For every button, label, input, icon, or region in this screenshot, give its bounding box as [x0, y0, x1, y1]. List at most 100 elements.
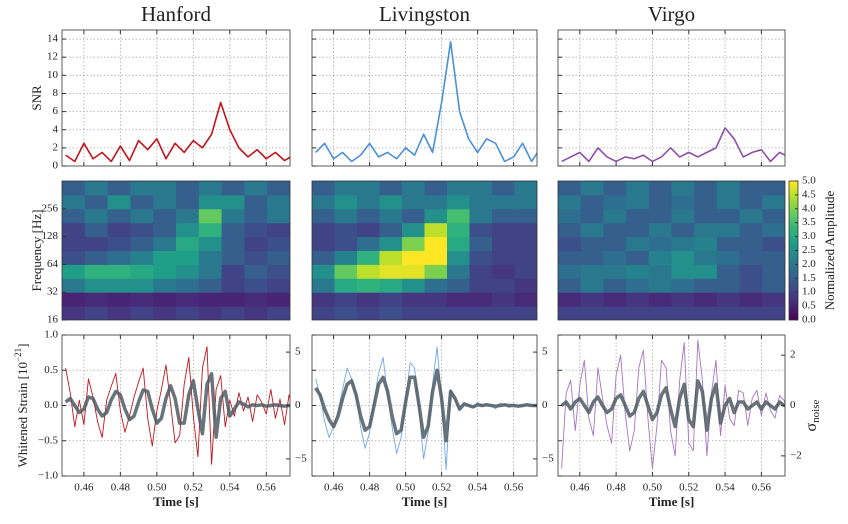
heatmap-cell	[130, 250, 154, 265]
panel	[558, 335, 785, 476]
heatmap-cell	[762, 292, 785, 307]
y-tick-label: 1.0	[44, 329, 58, 341]
axes-frame	[61, 180, 291, 321]
heatmap-cell	[334, 292, 358, 307]
heatmap-cell	[514, 306, 537, 320]
heatmap-cell	[469, 194, 493, 210]
colorbar-tick-label: 1.0	[802, 286, 816, 298]
heatmap-cell	[762, 194, 785, 210]
heatmap-cell	[402, 194, 425, 210]
heatmap-cell	[580, 306, 604, 320]
heatmap-cell	[492, 292, 515, 307]
heatmap-cell	[424, 306, 448, 320]
heatmap-cell	[84, 208, 109, 224]
heatmap-cell	[107, 194, 131, 210]
heatmap-cell	[694, 222, 718, 238]
heatmap-cell	[402, 222, 425, 238]
heatmap-cell	[312, 194, 335, 210]
heatmap-cell	[357, 208, 380, 224]
colorbar-tick-label: 4.0	[802, 202, 816, 214]
heatmap-cell	[648, 236, 672, 252]
heatmap-cell	[716, 222, 741, 238]
heatmap-cell	[671, 264, 695, 279]
y2-tick-label: −5	[542, 452, 554, 464]
heatmap-cell	[221, 306, 245, 320]
heatmap-cell	[357, 181, 380, 196]
y-tick-label: 2	[53, 141, 59, 153]
heatmap-cell	[62, 278, 86, 293]
heatmap-cell	[558, 181, 582, 196]
heatmap-cell	[648, 181, 672, 196]
heatmap-cell	[357, 306, 380, 320]
y-tick-label: 0.0	[44, 399, 58, 411]
heatmap-cell	[107, 236, 131, 252]
heatmap-cell	[492, 264, 515, 279]
heatmap-cell	[648, 250, 672, 265]
heatmap-cell	[762, 278, 785, 293]
heatmap-cell	[176, 222, 200, 238]
y2-tick-label: −5	[295, 452, 307, 464]
heatmap-cell	[424, 264, 448, 279]
heatmap-cell	[558, 208, 582, 224]
heatmap-cell	[84, 264, 109, 279]
heatmap-cell	[402, 264, 425, 279]
heatmap-cell	[176, 250, 200, 265]
heatmap-cell	[62, 306, 86, 320]
y-axis-label: SNR	[29, 85, 44, 111]
y-axis-label-end: ]	[15, 344, 30, 348]
heatmap-cell	[626, 194, 650, 210]
colorbar-tick-label: 0.5	[802, 300, 816, 312]
heatmap-cell	[716, 181, 741, 196]
heatmap-cell	[447, 264, 470, 279]
panel	[312, 30, 537, 166]
heatmap-cell	[221, 208, 245, 224]
y-tick-label: 16	[47, 314, 59, 326]
heatmap-cell	[84, 181, 109, 196]
heatmap-cell	[424, 222, 448, 238]
heatmap-cell	[130, 236, 154, 252]
heatmap-cell	[739, 292, 763, 307]
heatmap-cell	[62, 292, 86, 307]
heatmap-cell	[648, 306, 672, 320]
heatmap-cell	[176, 292, 200, 307]
heatmap-cell	[447, 306, 470, 320]
y2-tick-label: 0	[295, 399, 301, 411]
heatmap-cell	[424, 250, 448, 265]
colorbar-tick-label: 5.0	[802, 175, 816, 187]
y-axis-label-text: SNR	[29, 85, 44, 111]
heatmap-cell	[221, 292, 245, 307]
heatmap-cell	[762, 208, 785, 224]
panel	[312, 181, 537, 320]
heatmap-cell	[424, 236, 448, 252]
heatmap-cell	[558, 236, 582, 252]
axes-frame	[311, 180, 538, 321]
heatmap-cell	[580, 222, 604, 238]
heatmap-cell	[671, 194, 695, 210]
heatmap-cell	[694, 306, 718, 320]
heatmap-cell	[514, 208, 537, 224]
heatmap-cell	[514, 236, 537, 252]
heatmap-cell	[514, 181, 537, 196]
heatmap-cell	[334, 278, 358, 293]
y2-axis-label-sub: noise	[810, 399, 822, 422]
heatmap-cell	[558, 222, 582, 238]
heatmap-cell	[62, 264, 86, 279]
heatmap-cell	[379, 208, 403, 224]
heatmap-cell	[244, 236, 268, 252]
y2-tick-label: 0	[542, 399, 548, 411]
heatmap-cell	[62, 181, 86, 196]
heatmap-cell	[626, 264, 650, 279]
y-tick-label: 6	[53, 105, 59, 117]
heatmap-cell	[648, 208, 672, 224]
heatmap-cell	[84, 250, 109, 265]
y-axis-label-text: Frequency [Hz]	[29, 210, 44, 292]
heatmap-cell	[334, 306, 358, 320]
panel	[62, 30, 290, 166]
heatmap-cell	[626, 181, 650, 196]
y2-tick-label: 5	[542, 346, 548, 358]
heatmap-cell	[244, 264, 268, 279]
heatmap-cell	[739, 208, 763, 224]
heatmap-cell	[62, 222, 86, 238]
heatmap-cell	[176, 306, 200, 320]
